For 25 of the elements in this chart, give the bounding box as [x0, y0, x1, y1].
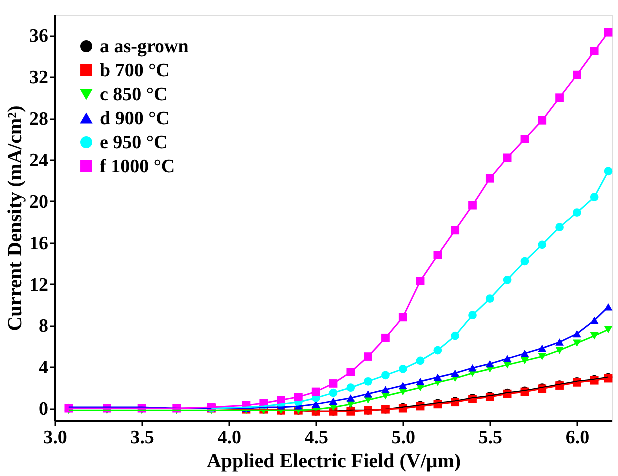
- y-tick-label: 4: [39, 358, 49, 379]
- legend-label: f 1000 °C: [100, 156, 176, 178]
- y-tick-label: 36: [30, 26, 48, 48]
- y-tick-label: 28: [30, 109, 48, 130]
- y-tick-label: 24: [30, 150, 49, 172]
- x-tick-label: 5.0: [392, 428, 416, 448]
- legend-label: e 950 °C: [100, 132, 168, 154]
- y-tick-label: 8: [39, 316, 48, 338]
- legend-label: c 850 °C: [100, 84, 168, 106]
- y-tick-label: 20: [30, 192, 48, 213]
- y-tick-label: 0: [39, 399, 48, 420]
- x-tick-label: 4.5: [304, 428, 328, 448]
- x-tick-label: 3.5: [130, 428, 154, 448]
- x-tick-label: 4.0: [218, 428, 242, 448]
- x-tick-label: 3.0: [44, 428, 68, 448]
- y-tick-label: 32: [30, 68, 48, 89]
- y-tick-label: 16: [30, 233, 48, 254]
- legend-label: d 900 °C: [100, 108, 170, 130]
- legend-label: b 700 °C: [100, 60, 170, 82]
- legend-label: a as-grown: [100, 36, 190, 58]
- y-tick-label: 12: [30, 274, 48, 296]
- x-tick-label: 6.0: [566, 428, 590, 448]
- x-tick-label: 5.5: [478, 428, 503, 448]
- y-axis-title: Current Density (mA/cm²): [4, 106, 26, 332]
- x-axis-title: Applied Electric Field (V/μm): [206, 450, 462, 472]
